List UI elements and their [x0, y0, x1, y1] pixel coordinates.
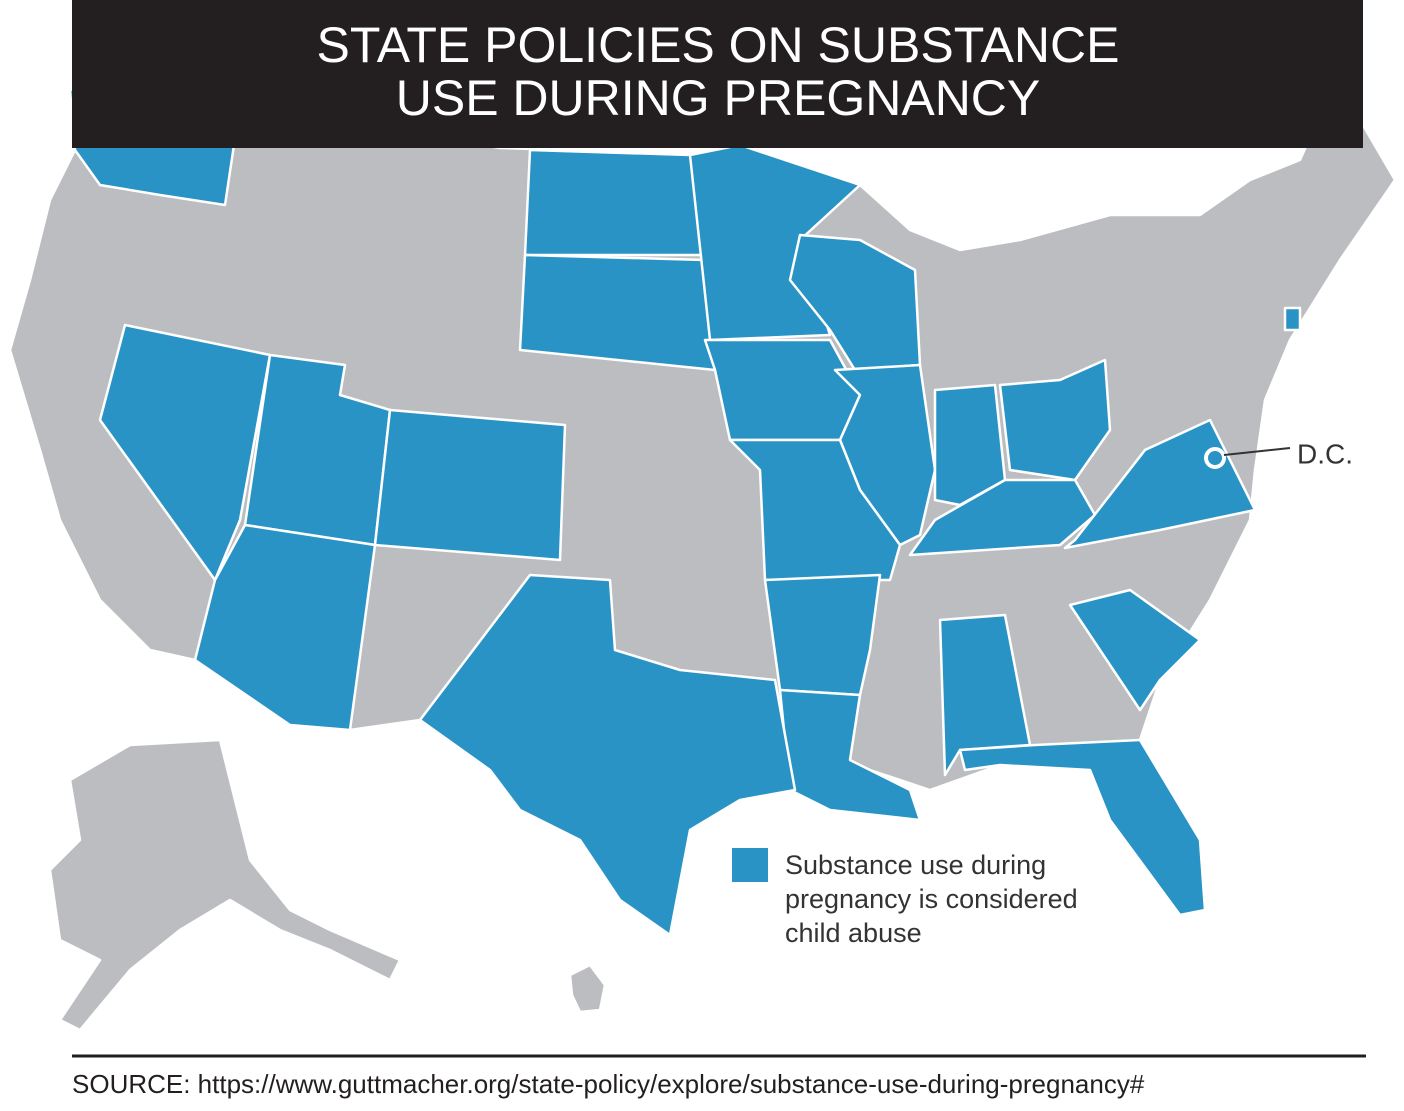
legend-text: pregnancy is considered	[785, 884, 1078, 914]
state	[518, 253, 717, 372]
dc-leader	[1223, 447, 1291, 456]
state	[728, 438, 902, 582]
dc-label: D.C.	[1297, 438, 1353, 469]
dc-marker	[1204, 447, 1226, 469]
state	[778, 688, 922, 822]
state	[1283, 306, 1302, 332]
state	[1068, 588, 1202, 712]
legend-text: Substance use during	[785, 850, 1046, 880]
title-line: STATE POLICIES ON SUBSTANCE	[317, 17, 1120, 73]
us-map: D.C.	[8, 78, 1397, 1032]
state	[703, 338, 862, 442]
title-bar	[72, 0, 1363, 148]
state	[998, 358, 1112, 482]
state	[958, 738, 1207, 917]
source: SOURCE: https://www.guttmacher.org/state…	[72, 1069, 1145, 1099]
state	[418, 573, 797, 937]
state	[523, 148, 712, 257]
alaska	[48, 738, 402, 1032]
title-line: USE DURING PREGNANCY	[396, 70, 1041, 126]
state	[763, 573, 882, 697]
legend-text: child abuse	[785, 918, 922, 948]
state	[98, 323, 272, 582]
state	[193, 523, 377, 732]
hawaii	[568, 963, 607, 1014]
legend-swatch	[732, 848, 768, 882]
state	[373, 408, 567, 562]
